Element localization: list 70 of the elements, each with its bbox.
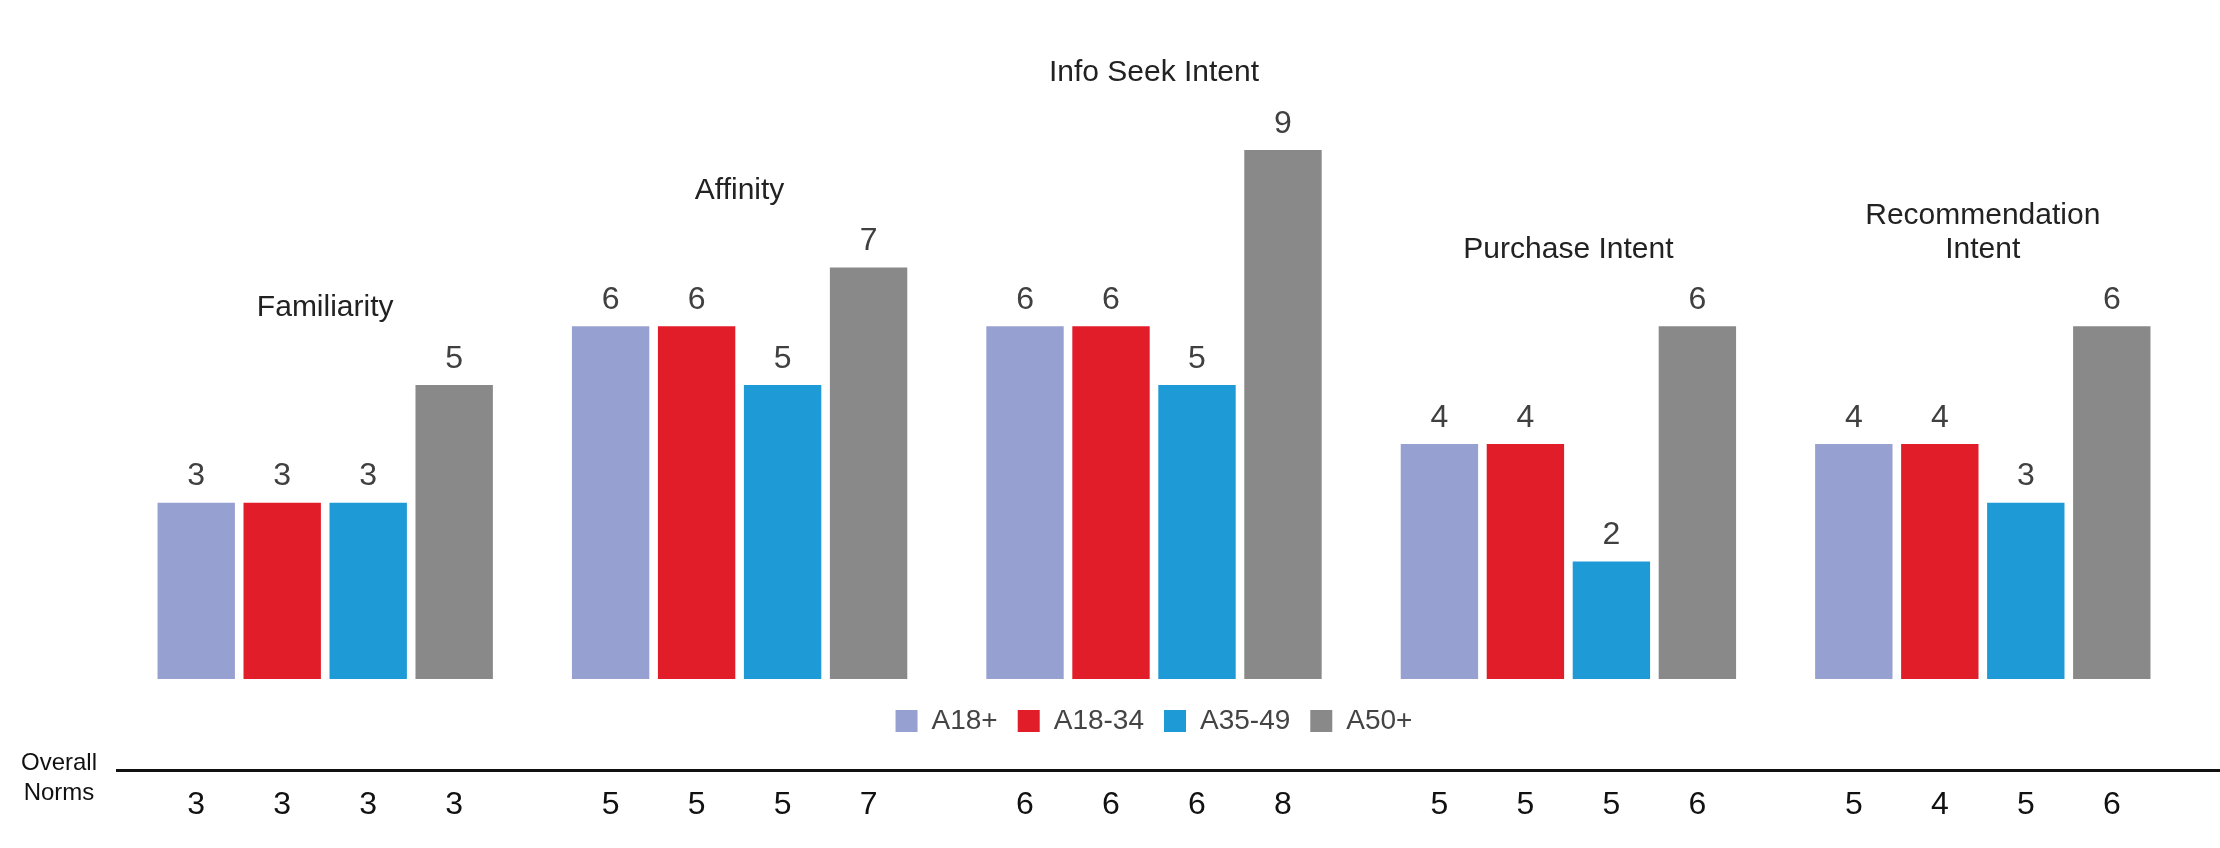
text: 5 [687, 785, 706, 822]
text: 8 [1274, 785, 1292, 822]
data-label: 7 [859, 221, 878, 258]
bar [157, 502, 235, 679]
bar [1244, 150, 1322, 679]
text: 3 [445, 785, 464, 822]
data-label: 6 [1688, 280, 1707, 317]
text: 3 [273, 785, 292, 822]
data-label: 2 [1602, 515, 1621, 552]
bar [329, 502, 407, 679]
data-label: 3 [273, 456, 292, 493]
text: 3 [187, 785, 206, 822]
text: 5 [601, 785, 620, 822]
text: 5 [773, 785, 792, 822]
bar [1400, 443, 1479, 679]
bar [829, 267, 908, 679]
bar [1072, 326, 1150, 679]
data-label: 9 [1274, 103, 1292, 140]
data-label: 5 [1188, 338, 1206, 375]
x-tick-label: Purchase Intent [1463, 230, 1675, 264]
bar [1158, 385, 1236, 679]
data-label: 3 [359, 456, 378, 493]
text: 5 [1602, 785, 1621, 822]
bar [1987, 502, 2065, 679]
text: Overall Norms [20, 747, 98, 807]
legend-label: A35-49 [1200, 703, 1291, 735]
text: 5 [1844, 785, 1863, 822]
text: 4 [1930, 785, 1949, 822]
data-label: 6 [601, 280, 620, 317]
text: 6 [2102, 785, 2121, 822]
data-label: 4 [1844, 397, 1863, 434]
text: 5 [2016, 785, 2035, 822]
x-tick-label: Familiarity [256, 289, 394, 323]
bar [1901, 443, 1979, 679]
text: 6 [1188, 785, 1206, 822]
data-label: 6 [1016, 280, 1034, 317]
bar [2073, 326, 2151, 679]
x-tick-label: Affinity [694, 171, 785, 205]
data-label: 6 [1102, 280, 1120, 317]
data-label: 5 [445, 338, 464, 375]
bar [1486, 443, 1565, 679]
legend-label: A50+ [1346, 703, 1413, 735]
text: 6 [1016, 785, 1034, 822]
text: 6 [1688, 785, 1707, 822]
data-label: 4 [1430, 397, 1449, 434]
bar [571, 326, 650, 679]
x-tick-label: Recommendation Intent [1865, 196, 2101, 264]
text: 5 [1430, 785, 1449, 822]
data-label: 4 [1516, 397, 1535, 434]
data-label: 6 [2102, 280, 2121, 317]
data-label: 6 [687, 280, 706, 317]
text: 3 [359, 785, 378, 822]
legend-label: A18+ [931, 703, 998, 735]
data-label: 5 [773, 338, 792, 375]
bar [243, 502, 321, 679]
text: 6 [1102, 785, 1120, 822]
x-tick-label: Info Seek Intent [1048, 54, 1260, 88]
legend-label: A18-34 [1053, 703, 1145, 735]
text: 5 [1516, 785, 1535, 822]
bar [415, 385, 493, 679]
bar [1572, 561, 1651, 679]
bar [1658, 326, 1737, 679]
bar [1815, 443, 1893, 679]
bar [743, 385, 822, 679]
bar [657, 326, 736, 679]
data-label: 3 [2016, 456, 2035, 493]
bar [986, 326, 1064, 679]
data-label: 4 [1930, 397, 1949, 434]
text: 7 [859, 785, 878, 822]
data-label: 3 [187, 456, 206, 493]
